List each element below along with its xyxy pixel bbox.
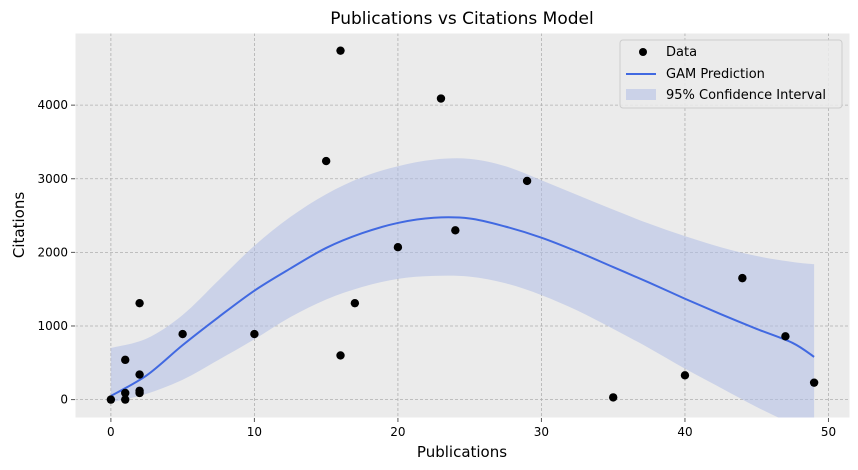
data-point bbox=[451, 226, 460, 235]
y-tick-label: 2000 bbox=[37, 245, 68, 259]
data-point bbox=[336, 351, 345, 360]
data-point bbox=[135, 298, 144, 308]
x-axis-label: Publications bbox=[417, 443, 507, 461]
y-tick-label: 1000 bbox=[37, 319, 68, 333]
data-point bbox=[135, 370, 144, 379]
legend-marker-confidence-interval bbox=[626, 89, 656, 100]
x-tick-label: 30 bbox=[534, 425, 549, 439]
confidence-band-layer bbox=[110, 158, 815, 418]
x-tick-label: 50 bbox=[821, 425, 836, 439]
legend-label-gam-prediction: GAM Prediction bbox=[666, 67, 765, 82]
data-point bbox=[522, 176, 532, 186]
data-point bbox=[135, 386, 144, 395]
data-point bbox=[350, 298, 360, 308]
y-ticks: 0 1000 2000 3000 4000 bbox=[37, 98, 75, 407]
legend: Data GAM Prediction 95% Confidence Inter… bbox=[619, 39, 843, 109]
data-point bbox=[680, 371, 690, 380]
y-tick-label: 3000 bbox=[37, 172, 68, 186]
chart-title: Publications vs Citations Model bbox=[330, 9, 593, 29]
x-tick-label: 10 bbox=[247, 425, 262, 439]
data-point bbox=[321, 156, 331, 166]
data-points-layer bbox=[106, 46, 819, 404]
legend-label-confidence-interval: 95% Confidence Interval bbox=[666, 88, 826, 103]
legend-box bbox=[619, 39, 843, 109]
data-point bbox=[121, 395, 130, 404]
data-point bbox=[608, 393, 618, 402]
gam-prediction-line bbox=[110, 216, 815, 397]
x-tick-label: 0 bbox=[107, 425, 115, 439]
data-point bbox=[336, 46, 345, 55]
data-point bbox=[250, 329, 259, 339]
data-point bbox=[121, 388, 130, 398]
prediction-line-layer bbox=[110, 216, 815, 397]
data-point bbox=[121, 355, 130, 365]
data-point bbox=[809, 378, 819, 387]
data-point bbox=[393, 243, 403, 252]
y-tick-label: 4000 bbox=[37, 98, 68, 112]
data-point bbox=[738, 273, 747, 283]
legend-marker-data bbox=[639, 48, 647, 56]
data-point bbox=[106, 395, 116, 404]
x-tick-label: 20 bbox=[390, 425, 405, 439]
y-tick-label: 0 bbox=[60, 393, 68, 407]
x-tick-label: 40 bbox=[677, 425, 692, 439]
x-ticks: 0 10 20 30 40 50 bbox=[107, 418, 836, 439]
data-point bbox=[178, 329, 187, 339]
plot-frame bbox=[74, 32, 851, 419]
data-point bbox=[781, 332, 790, 341]
confidence-band bbox=[110, 158, 815, 418]
legend-label-data: Data bbox=[666, 45, 697, 60]
data-point bbox=[436, 94, 446, 103]
y-axis-label: Citations bbox=[10, 192, 28, 258]
